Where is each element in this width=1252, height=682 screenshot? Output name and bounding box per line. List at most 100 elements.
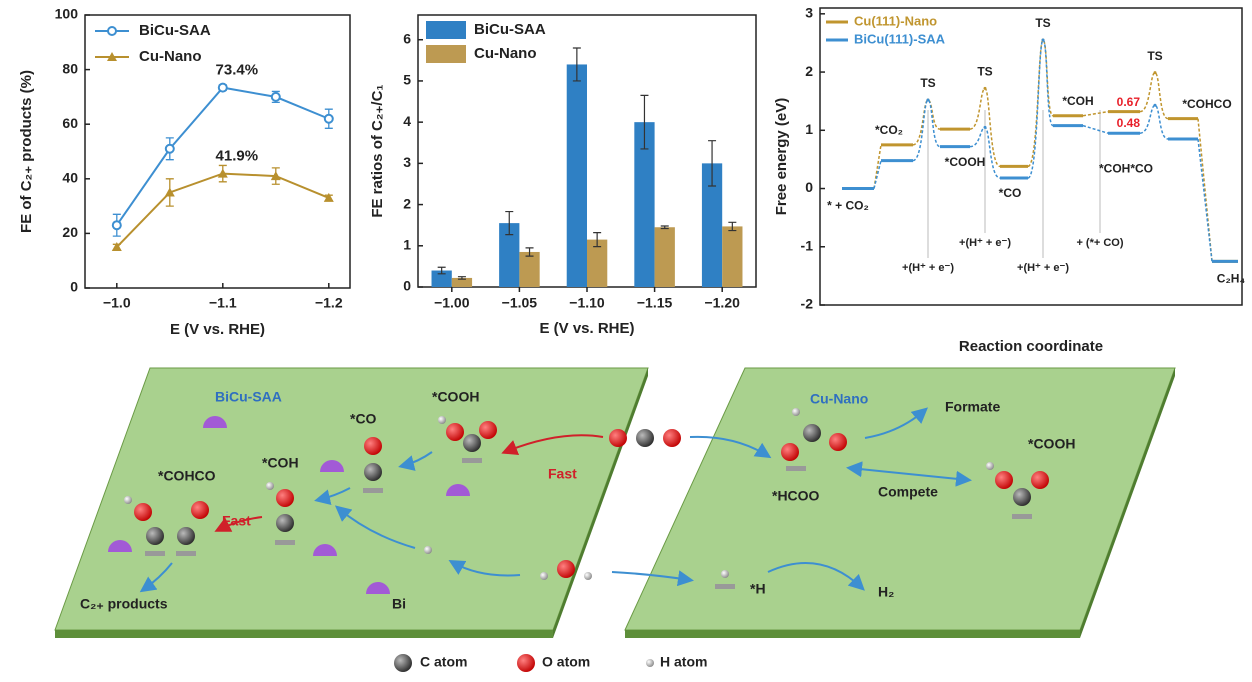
y-tick-label: 1 — [805, 121, 813, 137]
y-tick-label: 3 — [805, 5, 813, 21]
state-label: TS — [1035, 16, 1050, 30]
left-surface-edge — [55, 630, 553, 638]
x-axis-label: Reaction coordinate — [959, 338, 1103, 355]
state-label: TS — [977, 65, 992, 79]
hydrogen-atom — [646, 659, 654, 667]
panel-title: Cu-Nano — [810, 391, 868, 407]
hydrogen-atom — [266, 482, 274, 490]
hydrogen-atom — [721, 570, 729, 578]
adsorption-site — [363, 488, 383, 493]
y-tick-label: 4 — [403, 113, 411, 129]
oxygen-atom — [191, 501, 209, 519]
y-axis-label: Free energy (eV) — [773, 98, 790, 216]
legend-swatch — [426, 45, 466, 63]
x-tick-label: −1.10 — [569, 295, 605, 311]
adsorption-site — [715, 584, 735, 589]
figure: 020406080100FE of C₂₊ products (%)E (V v… — [0, 0, 1252, 677]
state-label: * + CO₂ — [827, 199, 869, 213]
oxygen-atom — [663, 429, 681, 447]
x-tick-label: −1.15 — [637, 295, 673, 311]
carbon-atom — [364, 463, 382, 481]
species-label: *COH — [262, 455, 299, 471]
right-surface-edge — [625, 630, 1080, 638]
x-tick-label: −1.0 — [103, 295, 131, 311]
y-axis-label: FE ratios of C₂₊/C₁ — [369, 84, 386, 217]
species-label: *HCOO — [772, 488, 820, 504]
carbon-atom — [636, 429, 654, 447]
rate-label: Fast — [548, 466, 577, 482]
species-label: *COOH — [432, 389, 479, 405]
x-tick-label: −1.05 — [502, 295, 538, 311]
hydrogen-atom — [124, 496, 132, 504]
oxygen-atom — [609, 429, 627, 447]
data-point — [325, 115, 333, 123]
carbon-atom — [1013, 488, 1031, 506]
y-tick-label: -1 — [801, 237, 814, 253]
hydrogen-atom — [540, 572, 548, 580]
legend-marker — [108, 27, 116, 35]
hydrogen-atom — [792, 408, 800, 416]
y-tick-label: 60 — [62, 115, 78, 131]
state-label: TS — [920, 76, 935, 90]
data-label: 73.4% — [216, 62, 259, 79]
oxygen-atom — [134, 503, 152, 521]
state-label: *CO — [999, 186, 1022, 200]
carbon-atom — [463, 434, 481, 452]
y-tick-label: 5 — [403, 72, 411, 88]
legend-label: H atom — [660, 654, 707, 670]
step-label: +(H⁺ + e⁻) — [1017, 262, 1069, 274]
legend-label: Cu-Nano — [474, 45, 537, 62]
adsorption-site — [786, 466, 806, 471]
connector — [1140, 105, 1168, 139]
step-label: +(H⁺ + e⁻) — [902, 262, 954, 274]
panel-title: BiCu-SAA — [215, 389, 282, 405]
mechanism-diagram: BiCu-SAA *COOH *CO *COH *COHCO Fast Fast… — [55, 368, 1175, 672]
species-label: *COHCO — [158, 468, 216, 484]
state-label: *COHCO — [1182, 97, 1231, 111]
oxygen-atom — [276, 489, 294, 507]
process-label: Compete — [878, 484, 938, 500]
state-label: *COOH — [945, 155, 986, 169]
carbon-atom — [803, 424, 821, 442]
legend-label: BiCu-SAA — [139, 22, 211, 39]
adsorption-site — [275, 540, 295, 545]
y-tick-label: 80 — [62, 60, 78, 76]
bar — [519, 252, 539, 287]
y-tick-label: 6 — [403, 30, 411, 46]
data-point — [272, 93, 280, 101]
species-label: *CO — [350, 411, 377, 427]
carbon-atom — [276, 514, 294, 532]
y-tick-label: 1 — [403, 236, 411, 252]
y-tick-label: -2 — [801, 296, 814, 312]
legend-label: Cu-Nano — [139, 48, 202, 65]
state-label: C₂H₄ — [1217, 271, 1246, 285]
oxygen-atom — [517, 654, 535, 672]
y-tick-label: 0 — [403, 278, 411, 294]
y-tick-label: 20 — [62, 224, 78, 240]
hydrogen-atom — [986, 462, 994, 470]
step-label: +(H⁺ + e⁻) — [959, 237, 1011, 249]
legend-swatch — [426, 21, 466, 39]
oxygen-atom — [995, 471, 1013, 489]
y-tick-label: 0 — [70, 279, 78, 295]
rate-label: Fast — [222, 513, 251, 529]
oxygen-atom — [1031, 471, 1049, 489]
oxygen-atom — [781, 443, 799, 461]
series-line — [117, 174, 329, 247]
carbon-atom — [177, 527, 195, 545]
data-point — [113, 221, 121, 229]
legend-label: Cu(111)-Nano — [854, 13, 937, 28]
y-tick-label: 2 — [805, 63, 813, 79]
adsorption-site — [176, 551, 196, 556]
carbon-atom — [394, 654, 412, 672]
adsorption-site — [145, 551, 165, 556]
x-tick-label: −1.1 — [209, 295, 237, 311]
x-axis-label: E (V vs. RHE) — [170, 321, 265, 338]
legend-label: O atom — [542, 654, 590, 670]
hydrogen-atom — [424, 546, 432, 554]
legend-label: C atom — [420, 654, 467, 670]
y-axis-label: FE of C₂₊ products (%) — [18, 70, 35, 233]
y-tick-label: 2 — [403, 195, 411, 211]
adsorption-site — [462, 458, 482, 463]
connector — [1198, 139, 1212, 261]
